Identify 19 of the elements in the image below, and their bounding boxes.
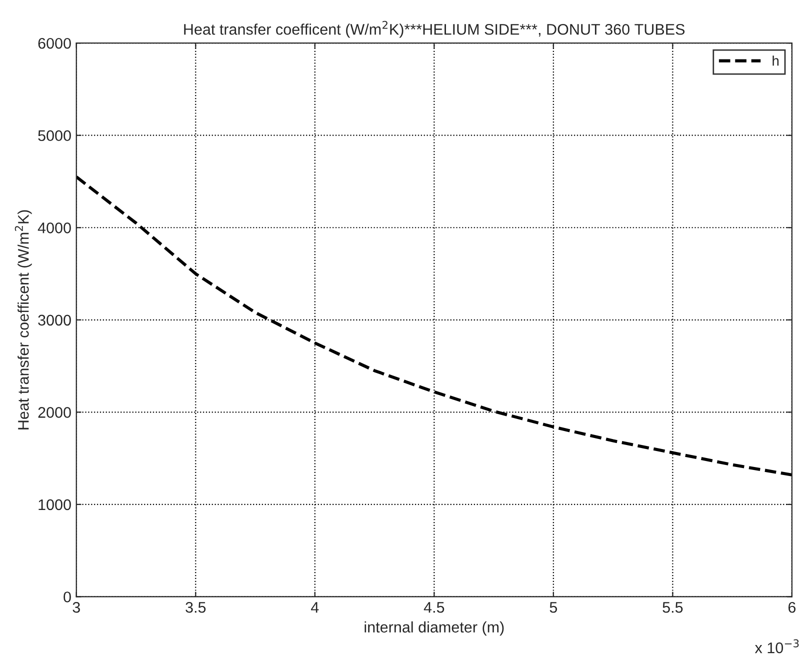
x-tick-label: 3	[72, 602, 80, 613]
y-tick-label: 2000	[38, 407, 71, 418]
y-tick-label: 3000	[38, 314, 71, 326]
y-tick-label: 0	[64, 592, 71, 602]
y-tick-label: 1000	[38, 499, 71, 510]
x-tick-label: 4	[311, 602, 319, 613]
y-tick-label: 6000	[38, 38, 71, 49]
y-tick-label: 4000	[38, 222, 71, 234]
text: x 10$^{−3}$	[754, 639, 799, 654]
legend-label: h	[772, 56, 779, 66]
x-tick-label: 6	[788, 602, 796, 613]
x-tick-label: 5	[550, 602, 558, 613]
x-axis-title: internal diameter (m)	[364, 621, 504, 636]
x-tick-label: 3.5	[186, 602, 206, 613]
chart-title: Heat transfer coefficent (W/m$^{2}$K)***HELIUM SIDE***, DONUT 360 TUBES	[184, 20, 685, 38]
x-tick-label: 5.5	[662, 602, 683, 613]
y-axis-title: Heat transfer coefficent (W/m$^{2}$K)	[14, 210, 32, 430]
y-tick-label: 5000	[38, 130, 71, 142]
x-tick-label: 4.5	[424, 602, 444, 613]
